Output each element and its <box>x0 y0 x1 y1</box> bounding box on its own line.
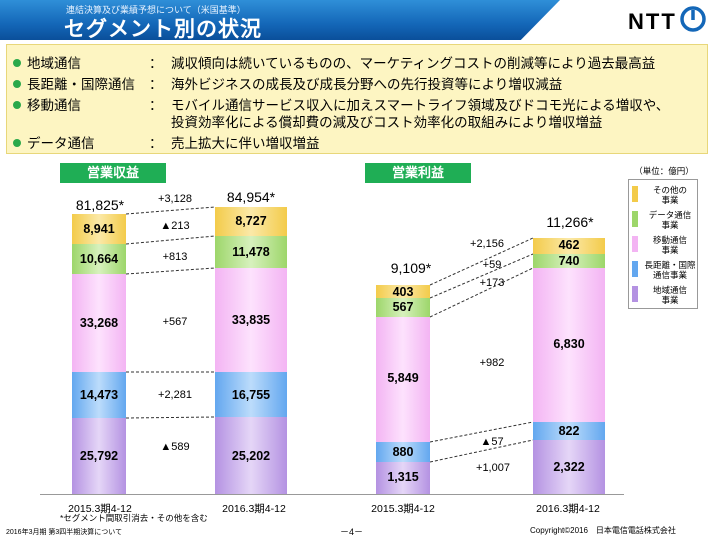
bar-seg-longdistance <box>376 442 430 462</box>
segment-value: 5,849 <box>387 371 419 385</box>
legend-swatch <box>632 186 638 202</box>
segment-value: 8,941 <box>83 222 115 236</box>
bar-seg-mobile <box>72 274 126 372</box>
bullet-icon <box>13 139 21 147</box>
segment-value: 14,473 <box>79 388 119 402</box>
bar-seg-longdistance <box>72 372 126 418</box>
revenue-delta: +2,281 <box>158 389 192 401</box>
footer-left: 2016年3月期 第3四半期決算について <box>6 529 123 536</box>
profit-delta: +59 <box>482 259 502 271</box>
segment-value: 822 <box>558 424 580 438</box>
bar-seg-data <box>376 298 430 317</box>
revenue-total-delta: +3,128 <box>158 193 192 205</box>
bar-seg-other <box>72 214 126 244</box>
revenue-total-after: 84,954* <box>226 189 276 205</box>
segment-value: 25,792 <box>79 449 119 463</box>
revenue-xlabel-before: 2015.3期4-12 <box>68 503 132 515</box>
legend-swatch <box>632 211 638 227</box>
summary-row-mobile: 移動通信：モバイル通信サービス収入に加えスマートライフ領域及びドコモ光による増収… <box>13 94 669 114</box>
segment-value: 880 <box>392 445 414 459</box>
footnote: *セグメント間取引消去・その他を含む <box>60 513 208 523</box>
profit-xlabel-after: 2016.3期4-12 <box>536 503 600 515</box>
segment-value: 462 <box>558 238 580 252</box>
segment-value: 10,664 <box>79 252 119 266</box>
legend-label: 地域通信 事業 <box>652 285 687 305</box>
bar-seg-regional <box>72 418 126 494</box>
bar-seg-regional <box>376 462 430 494</box>
page-title: セグメント別の状況 <box>64 18 262 41</box>
bullet-icon <box>13 80 21 88</box>
summary-row-longdistance: 長距離・国際通信：海外ビジネスの成長及び成長分野への先行投資等により増収減益 <box>13 73 562 93</box>
revenue-delta: ▲589 <box>160 441 190 453</box>
bar-seg-regional <box>215 417 287 494</box>
segment-value: 8,727 <box>235 214 267 228</box>
segment-value: 33,268 <box>79 316 119 330</box>
segment-value: 16,755 <box>231 388 271 402</box>
bar-seg-other <box>376 285 430 298</box>
profit-delta: ▲57 <box>480 436 504 448</box>
header-banner <box>0 0 560 40</box>
segment-value: 2,322 <box>553 460 585 474</box>
bar-seg-longdistance <box>533 422 605 440</box>
header-subtitle: 連結決算及び業績予想について（米国基準） <box>66 5 246 15</box>
segment-value: 33,835 <box>231 313 271 327</box>
segment-value: 6,830 <box>553 337 585 351</box>
bar-seg-longdistance <box>215 372 287 417</box>
summary-row-regional: 地域通信：減収傾向は続いているものの、マーケティングコストの削減等により過去最高… <box>13 52 655 72</box>
segment-value: 1,315 <box>387 470 419 484</box>
legend-label: 移動通信 事業 <box>652 235 687 255</box>
profit-delta: +173 <box>479 277 505 289</box>
segment-value: 567 <box>392 300 414 314</box>
segment-value: 403 <box>392 285 414 299</box>
segment-value: 740 <box>558 254 580 268</box>
legend-unit: （単位：億円） <box>634 166 694 176</box>
legend-swatch <box>632 261 638 277</box>
bar-seg-data <box>533 254 605 268</box>
bar-seg-mobile <box>533 268 605 422</box>
ntt-logo-text: NTT <box>628 9 677 34</box>
bar-seg-data <box>215 236 287 268</box>
slide-header: 連結決算及び業績予想について（米国基準） セグメント別の状況 NTT <box>0 0 720 42</box>
revenue-section-label: 営業収益 <box>60 163 166 183</box>
legend-label: 長距離・国際 通信事業 <box>644 260 696 280</box>
bullet-icon <box>13 59 21 67</box>
revenue-delta: +813 <box>162 251 188 263</box>
legend-swatch <box>632 236 638 252</box>
bar-seg-other <box>533 238 605 254</box>
legend-swatch <box>632 286 638 302</box>
bar-seg-mobile <box>376 317 430 442</box>
profit-total-before: 9,109* <box>390 260 432 276</box>
summary-row-mobile-cont: 投資効率化による償却費の減及びコスト効率化の取組みにより増収増益 <box>171 115 603 130</box>
bar-seg-mobile <box>215 268 287 372</box>
page-number: －4－ <box>340 527 364 537</box>
bar-seg-regional <box>533 440 605 494</box>
segment-value: 25,202 <box>231 449 271 463</box>
revenue-delta: ▲213 <box>160 220 190 232</box>
profit-xlabel-before: 2015.3期4-12 <box>371 503 435 515</box>
summary-row-data: データ通信：売上拡大に伴い増収増益 <box>13 132 320 152</box>
profit-section-label: 営業利益 <box>365 163 471 183</box>
copyright: Copyright©2016 日本電信電話株式会社 <box>530 526 676 535</box>
profit-total-delta: +2,156 <box>470 238 504 250</box>
bar-seg-other <box>215 207 287 236</box>
segment-value: 11,478 <box>232 245 270 259</box>
legend-label: その他の 事業 <box>652 185 687 205</box>
revenue-total-before: 81,825* <box>75 197 125 213</box>
ntt-logo-icon <box>680 6 706 32</box>
bar-seg-data <box>72 244 126 274</box>
profit-delta: +982 <box>479 357 505 369</box>
profit-total-after: 11,266* <box>546 214 594 230</box>
profit-delta: +1,007 <box>476 462 510 474</box>
legend-label: データ通信 事業 <box>648 210 692 230</box>
chart-baseline <box>40 494 624 495</box>
legend: その他の 事業 データ通信 事業 移動通信 事業 長距離・国際 通信事業 地域通信 事業 <box>628 179 698 309</box>
revenue-delta: +567 <box>162 316 188 328</box>
revenue-xlabel-after: 2016.3期4-12 <box>222 503 286 515</box>
summary-box: 地域通信：減収傾向は続いているものの、マーケティングコストの削減等により過去最高… <box>6 44 708 154</box>
bullet-icon <box>13 101 21 109</box>
